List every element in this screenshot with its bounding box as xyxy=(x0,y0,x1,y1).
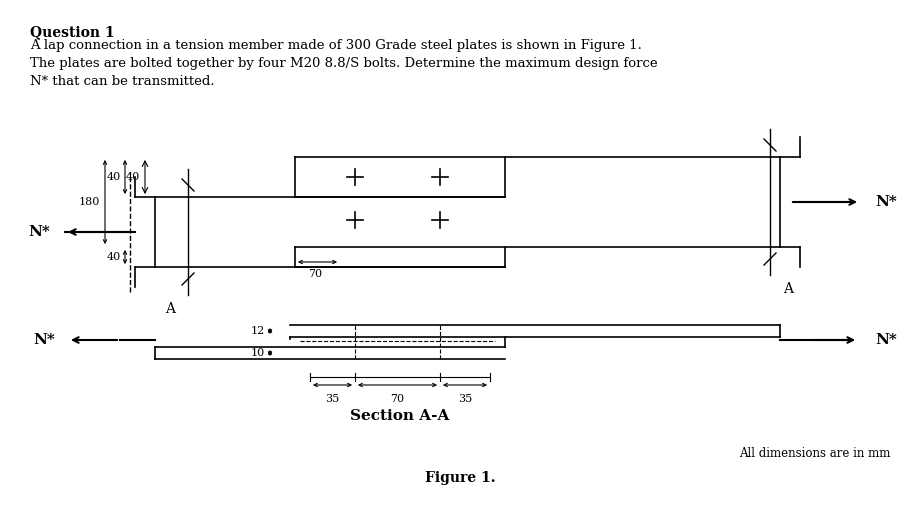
Text: 70: 70 xyxy=(390,394,404,404)
Text: 40: 40 xyxy=(126,172,140,182)
Text: A: A xyxy=(165,302,175,316)
Text: 40: 40 xyxy=(107,252,121,262)
Text: A: A xyxy=(782,282,792,296)
Text: 180: 180 xyxy=(78,197,100,207)
Text: All dimensions are in mm: All dimensions are in mm xyxy=(738,447,889,460)
Text: N*: N* xyxy=(33,333,55,347)
Text: 40: 40 xyxy=(107,172,121,182)
Text: N*: N* xyxy=(874,195,896,209)
Text: Section A-A: Section A-A xyxy=(350,409,449,423)
Text: N*: N* xyxy=(28,225,50,239)
Text: N*: N* xyxy=(874,333,896,347)
Text: 10: 10 xyxy=(251,348,265,358)
Text: 35: 35 xyxy=(325,394,339,404)
Text: Question 1: Question 1 xyxy=(30,25,115,39)
Text: A lap connection in a tension member made of 300 Grade steel plates is shown in : A lap connection in a tension member mad… xyxy=(30,39,657,88)
Text: 70: 70 xyxy=(308,269,322,279)
Text: Figure 1.: Figure 1. xyxy=(425,471,494,485)
Text: 12: 12 xyxy=(251,326,265,336)
Text: 35: 35 xyxy=(458,394,471,404)
